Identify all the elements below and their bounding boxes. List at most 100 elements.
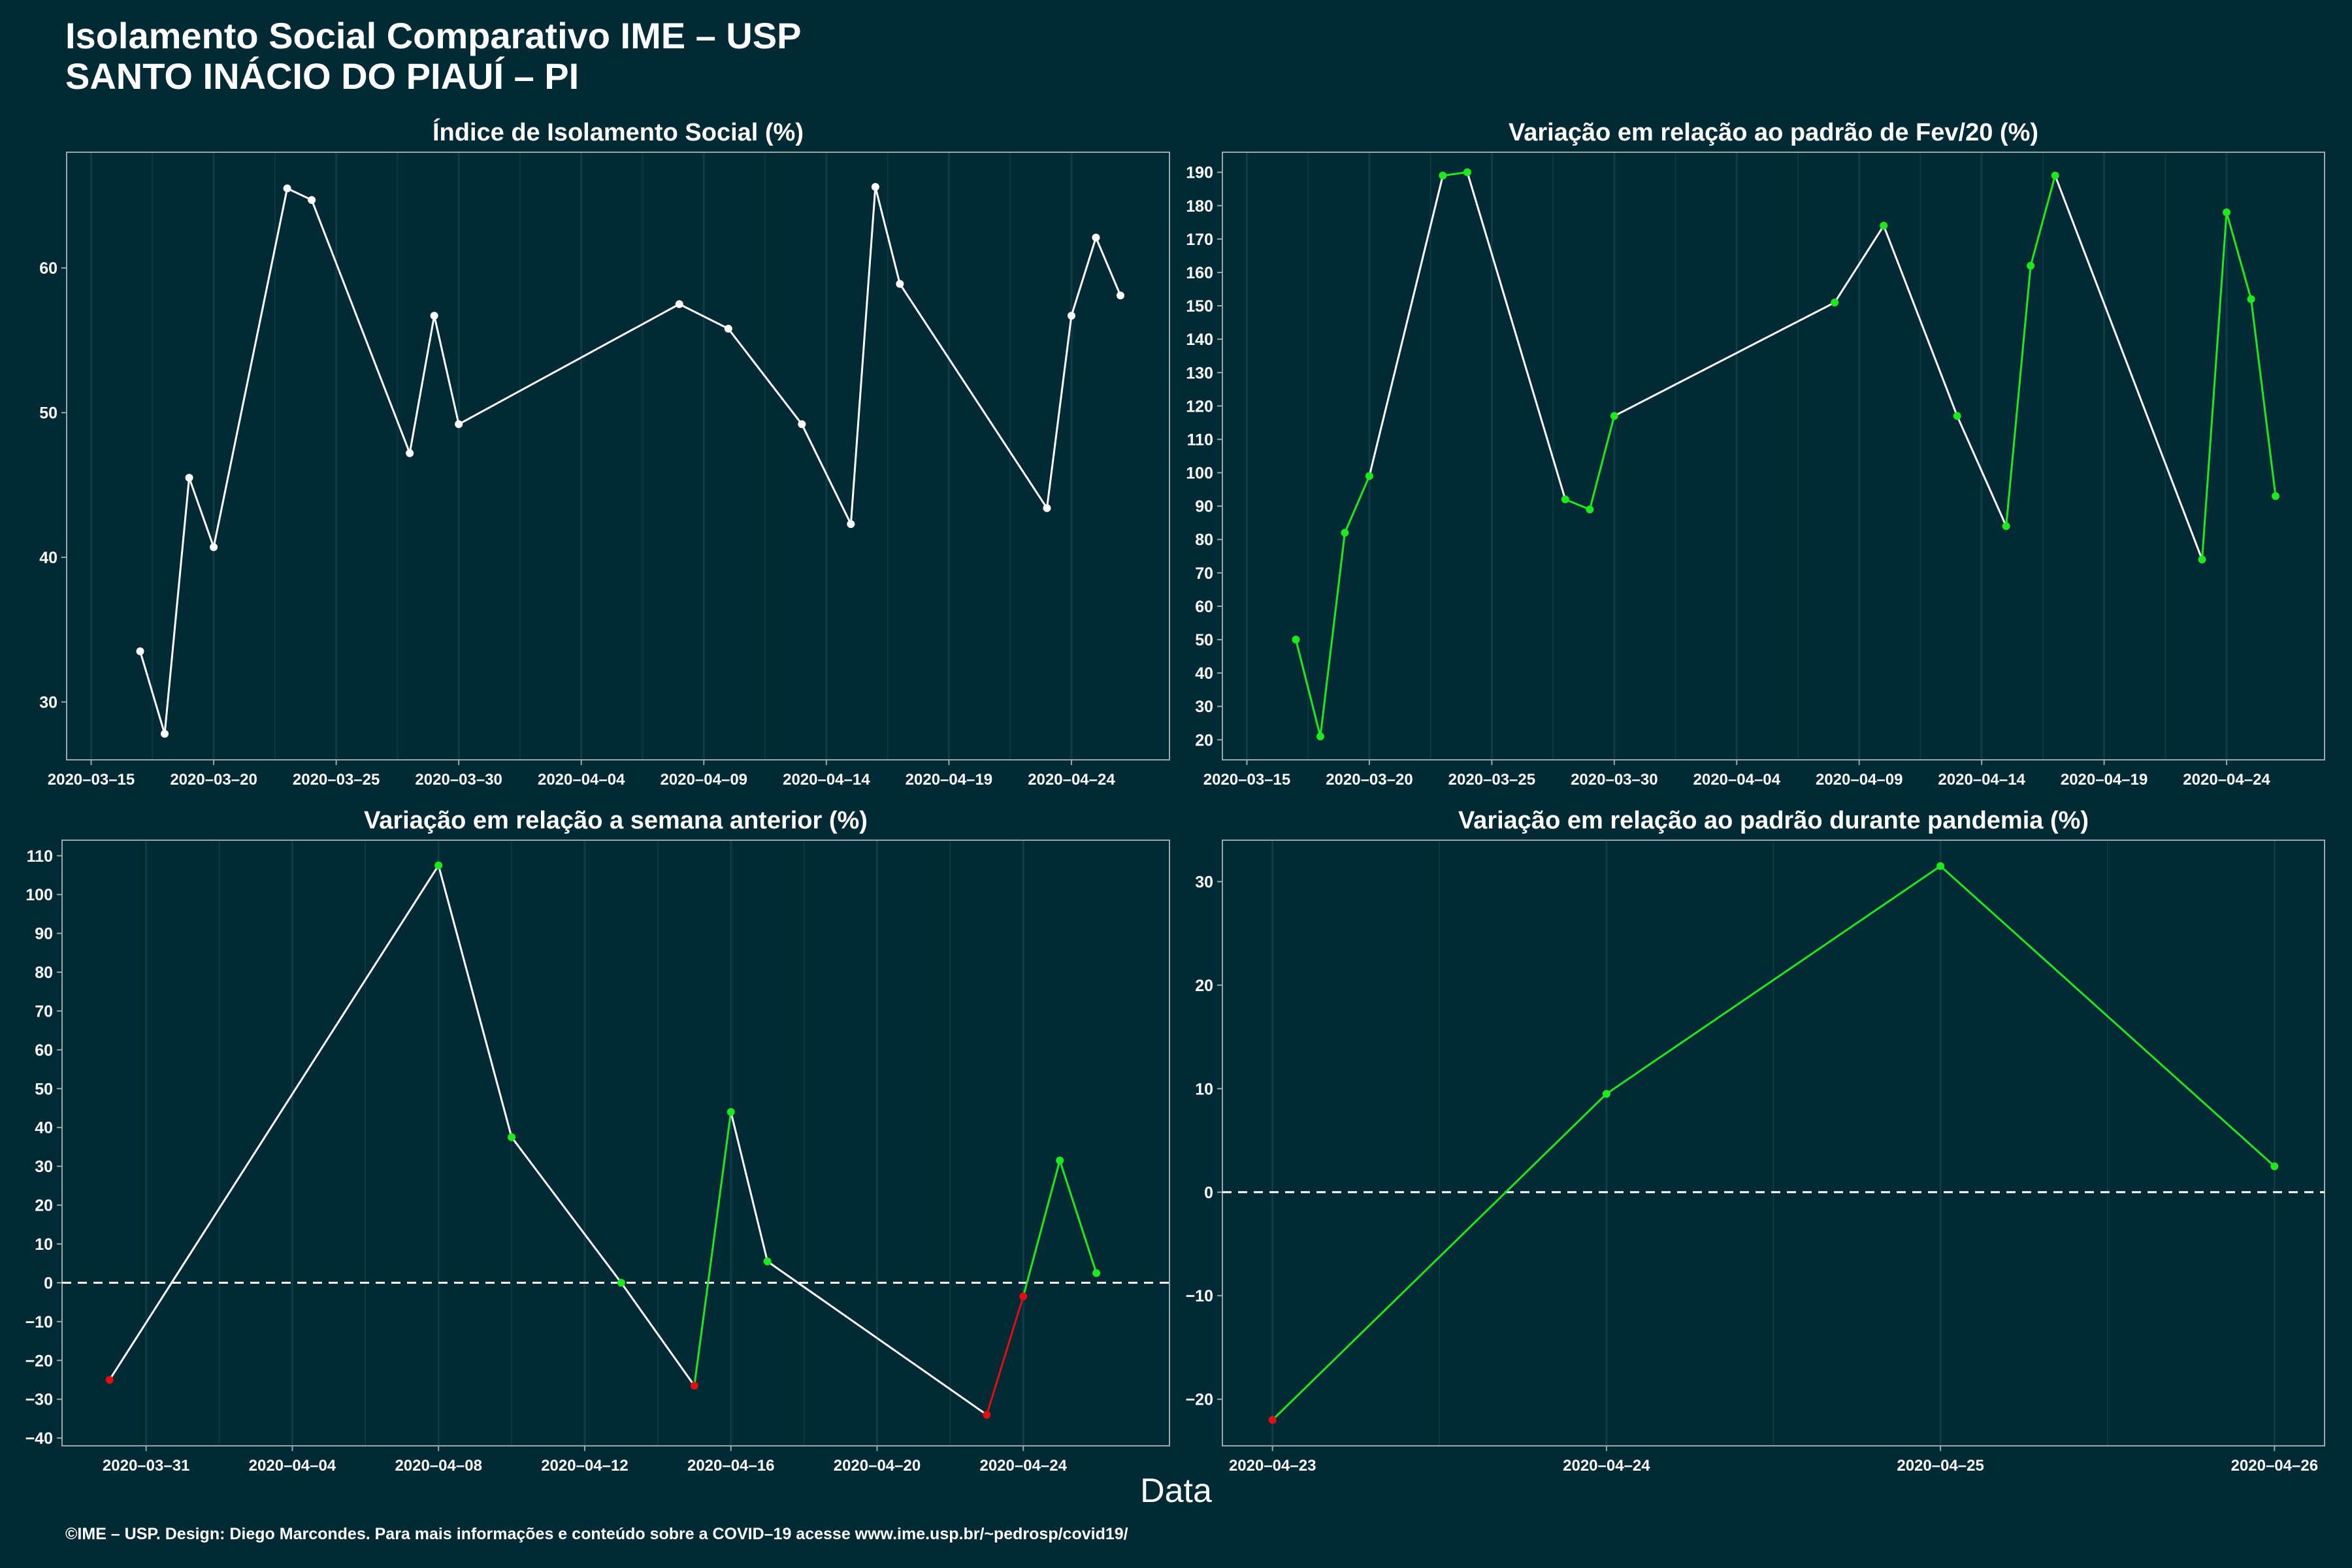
x-tick-label: 2020–04–26: [2231, 1457, 2318, 1475]
panel-title: Variação em relação ao padrão durante pa…: [1458, 807, 2089, 834]
series-segment: [679, 303, 729, 330]
x-tick-label: 2020–03–20: [1326, 771, 1413, 789]
panel-title: Variação em relação ao padrão de Fev/20 …: [1509, 119, 2038, 146]
data-point: [2270, 1162, 2279, 1171]
x-tick-label: 2020–03–15: [1203, 771, 1290, 789]
data-point: [455, 420, 463, 429]
series-segment: [800, 423, 852, 525]
y-tick-label: 20: [35, 1197, 53, 1215]
x-tick-label: 2020–04–23: [1229, 1457, 1316, 1475]
data-point: [617, 1279, 625, 1287]
data-point: [847, 520, 855, 529]
series-segment: [2029, 175, 2057, 267]
data-point: [871, 183, 879, 191]
panel-frame: [61, 840, 1170, 1446]
data-point: [1019, 1292, 1028, 1301]
panel-frame: [1222, 152, 2325, 760]
data-point: [1292, 636, 1300, 644]
y-tick-label: 40: [35, 1119, 53, 1137]
series-segment: [730, 1111, 769, 1262]
series-segment: [2250, 299, 2277, 497]
series-segment: [2005, 265, 2032, 527]
y-tick-label: 30: [39, 693, 57, 711]
y-tick-label: 60: [35, 1041, 53, 1060]
y-tick-label: 80: [1195, 531, 1213, 549]
data-point: [724, 325, 732, 333]
y-tick-label: 30: [1195, 873, 1213, 891]
data-point: [1953, 412, 1961, 420]
data-point: [896, 280, 904, 288]
data-point: [430, 312, 438, 320]
data-point: [798, 420, 806, 429]
series-segment: [1344, 476, 1371, 534]
data-point: [105, 1375, 114, 1384]
data-point: [508, 1133, 516, 1141]
x-tick-label: 2020–04–04: [249, 1457, 336, 1475]
x-tick-label: 2020–04–24: [979, 1457, 1067, 1475]
series-segment: [727, 328, 803, 425]
panel-frame: [66, 152, 1170, 760]
series-segment: [1940, 865, 2276, 1168]
data-point: [763, 1257, 772, 1266]
series-segment: [985, 1296, 1024, 1415]
y-tick-label: 120: [1186, 397, 1213, 416]
y-tick-label: 170: [1186, 231, 1213, 249]
series-segment: [1882, 225, 1959, 417]
y-tick-label: 50: [1195, 631, 1213, 649]
data-point: [1831, 298, 1839, 306]
series-segment: [2201, 212, 2228, 560]
series-segment: [849, 187, 877, 525]
series-segment: [1466, 172, 1567, 500]
data-point: [727, 1107, 735, 1116]
data-point: [136, 647, 144, 655]
series-segment: [1606, 865, 1941, 1095]
y-tick-label: 10: [1195, 1080, 1213, 1098]
series-segment: [1368, 175, 1444, 477]
y-tick-label: 100: [1186, 465, 1213, 483]
data-point: [1043, 504, 1051, 512]
x-tick-label: 2020–04–04: [1693, 771, 1781, 789]
x-tick-label: 2020–04–24: [1028, 771, 1115, 789]
x-tick-label: 2020–03–30: [1571, 771, 1658, 789]
chart-fev20: Variação em relação ao padrão de Fev/20 …: [1186, 119, 2325, 789]
y-tick-label: 100: [25, 886, 53, 904]
data-point: [1092, 1269, 1101, 1277]
y-tick-label: −10: [1186, 1287, 1213, 1305]
series-segment: [1295, 639, 1322, 737]
data-point: [2002, 522, 2010, 531]
data-point: [1316, 732, 1324, 741]
y-tick-label: 0: [44, 1274, 53, 1292]
data-point: [1439, 171, 1447, 180]
y-tick-label: 110: [27, 847, 53, 866]
data-point: [1341, 529, 1349, 537]
x-axis-title: Data: [1140, 1472, 1212, 1510]
panel-title: Índice de Isolamento Social (%): [433, 118, 804, 146]
x-tick-label: 2020–03–25: [1448, 771, 1535, 789]
series-segment: [1319, 532, 1346, 737]
data-point: [2198, 555, 2206, 564]
data-point: [161, 730, 169, 738]
data-point: [210, 543, 218, 551]
series-segment: [1443, 171, 1468, 177]
y-tick-label: 20: [1195, 731, 1213, 749]
y-tick-label: −30: [25, 1391, 53, 1409]
series-segment: [1614, 301, 1835, 417]
series-segment: [212, 188, 289, 547]
x-tick-label: 2020–04–19: [906, 771, 992, 789]
data-point: [1586, 505, 1594, 514]
data-point: [406, 449, 414, 457]
series-segment: [1833, 225, 1885, 303]
y-tick-label: −20: [1186, 1391, 1213, 1409]
data-point: [185, 474, 193, 482]
data-point: [434, 861, 443, 870]
chart-semana: Variação em relação a semana anterior (%…: [25, 807, 1170, 1475]
series-segment: [874, 186, 901, 284]
series-segment: [139, 651, 166, 734]
x-tick-label: 2020–03–31: [103, 1457, 189, 1475]
y-tick-label: 20: [1195, 977, 1213, 995]
data-point: [1056, 1156, 1064, 1165]
series-segment: [693, 1111, 732, 1386]
series-segment: [108, 864, 440, 1380]
data-point: [1067, 312, 1075, 320]
